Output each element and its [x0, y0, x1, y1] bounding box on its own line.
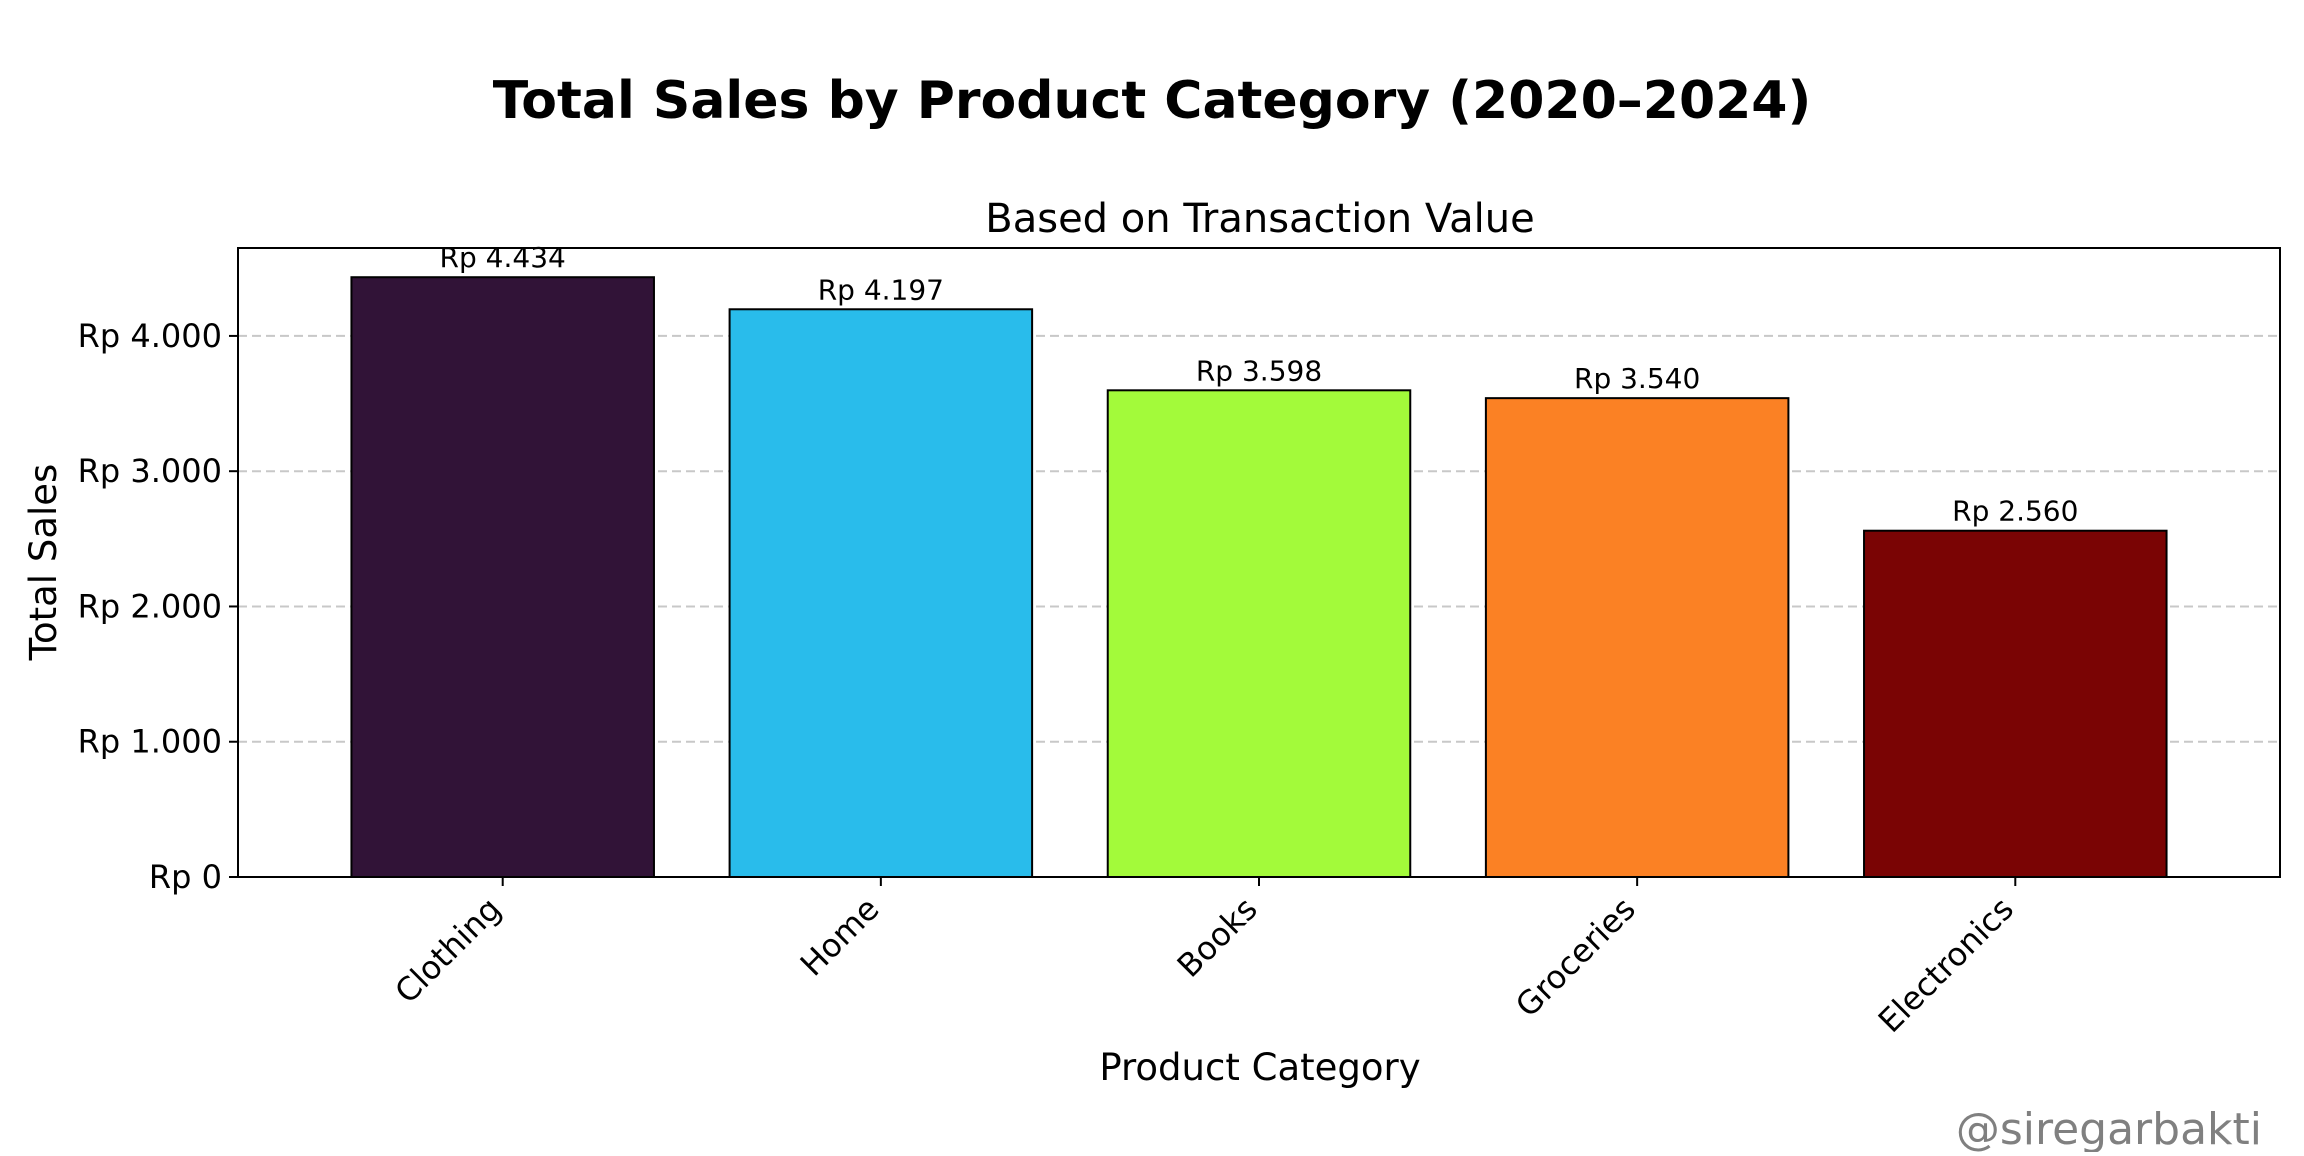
y-tick-label: Rp 3.000	[78, 452, 222, 490]
y-tick-label: Rp 4.000	[78, 317, 222, 355]
bar-value-label: Rp 2.560	[1952, 495, 2078, 528]
y-axis-ticks: Rp 0 Rp 1.000 Rp 2.000 Rp 3.000 Rp 4.000	[78, 317, 238, 896]
y-tick-label: Rp 2.000	[78, 587, 222, 625]
bar-value-labels: Rp 4.434 Rp 4.197 Rp 3.598 Rp 3.540 Rp 2.560	[440, 241, 2079, 527]
y-axis-label: Total Sales	[22, 464, 65, 662]
chart-subtitle: Based on Transaction Value	[985, 196, 1534, 242]
chart-title: Total Sales by Product Category (2020–20…	[493, 71, 1812, 131]
bar-books	[1106, 389, 1412, 878]
bar-value-label: Rp 3.598	[1196, 354, 1322, 387]
watermark: @siregarbakti	[1956, 1104, 2262, 1152]
bar-value-label: Rp 4.434	[440, 241, 566, 274]
bar-value-label: Rp 4.197	[818, 273, 944, 306]
x-axis-label: Product Category	[1099, 1046, 1420, 1089]
bar-home	[728, 308, 1034, 878]
bar-clothing	[350, 276, 655, 878]
y-tick-label: Rp 0	[149, 858, 222, 896]
bar-value-label: Rp 3.540	[1574, 362, 1700, 395]
bar-groceries	[1484, 397, 1790, 878]
y-tick-label: Rp 1.000	[78, 723, 222, 761]
bar-electronics	[1863, 529, 2168, 879]
